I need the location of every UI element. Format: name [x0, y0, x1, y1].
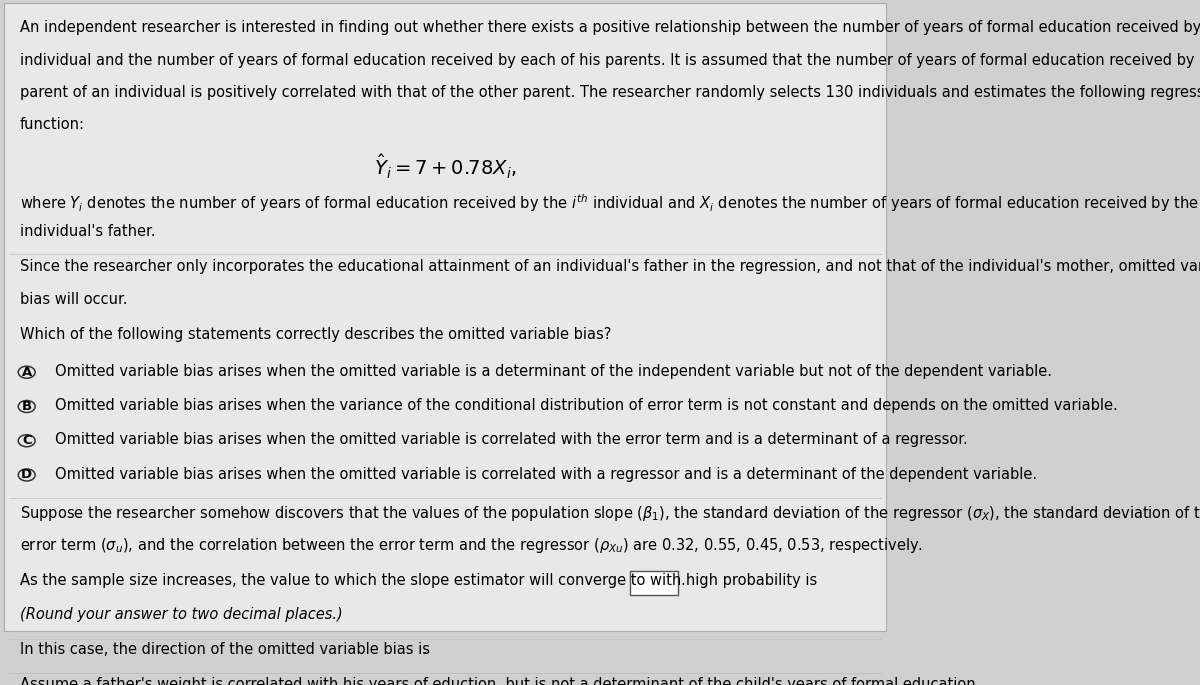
- Text: An independent researcher is interested in finding out whether there exists a po: An independent researcher is interested …: [19, 21, 1200, 36]
- Text: $\hat{Y}_i = 7 + 0.78X_i,$: $\hat{Y}_i = 7 + 0.78X_i,$: [373, 153, 516, 181]
- Text: Suppose the researcher somehow discovers that the values of the population slope: Suppose the researcher somehow discovers…: [19, 503, 1200, 523]
- Text: .: .: [680, 573, 685, 588]
- Text: C: C: [22, 434, 31, 447]
- Text: Which of the following statements correctly describes the omitted variable bias?: Which of the following statements correc…: [19, 327, 611, 342]
- Text: individual's father.: individual's father.: [19, 225, 155, 240]
- Text: where $Y_i$ denotes the number of years of formal education received by the $i^{: where $Y_i$ denotes the number of years …: [19, 192, 1200, 214]
- Text: .: .: [422, 643, 427, 658]
- Text: A: A: [22, 366, 32, 379]
- Text: Omitted variable bias arises when the omitted variable is correlated with a regr: Omitted variable bias arises when the om…: [55, 466, 1037, 482]
- Text: Assume a father's weight is correlated with his years of eduction, but is not a : Assume a father's weight is correlated w…: [19, 677, 980, 685]
- Text: function:: function:: [19, 117, 84, 132]
- FancyBboxPatch shape: [5, 3, 886, 631]
- Text: Omitted variable bias arises when the omitted variable is a determinant of the i: Omitted variable bias arises when the om…: [55, 364, 1052, 379]
- Text: (Round your answer to two decimal places.): (Round your answer to two decimal places…: [19, 608, 342, 623]
- Text: B: B: [22, 400, 31, 413]
- Text: parent of an individual is positively correlated with that of the other parent. : parent of an individual is positively co…: [19, 85, 1200, 100]
- Text: error term ($\sigma_u$), and the correlation between the error term and the regr: error term ($\sigma_u$), and the correla…: [19, 536, 923, 555]
- FancyBboxPatch shape: [344, 640, 419, 664]
- Text: bias will occur.: bias will occur.: [19, 292, 127, 307]
- Text: Omitted variable bias arises when the variance of the conditional distribution o: Omitted variable bias arises when the va…: [55, 398, 1118, 413]
- Text: individual and the number of years of formal education received by each of his p: individual and the number of years of fo…: [19, 53, 1200, 68]
- Text: As the sample size increases, the value to which the slope estimator will conver: As the sample size increases, the value …: [19, 573, 817, 588]
- Text: Omitted variable bias arises when the omitted variable is correlated with the er: Omitted variable bias arises when the om…: [55, 432, 968, 447]
- Text: D: D: [22, 469, 32, 482]
- Text: In this case, the direction of the omitted variable bias is: In this case, the direction of the omitt…: [19, 643, 430, 658]
- Polygon shape: [401, 649, 415, 656]
- Text: Since the researcher only incorporates the educational attainment of an individu: Since the researcher only incorporates t…: [19, 260, 1200, 275]
- FancyBboxPatch shape: [630, 571, 678, 595]
